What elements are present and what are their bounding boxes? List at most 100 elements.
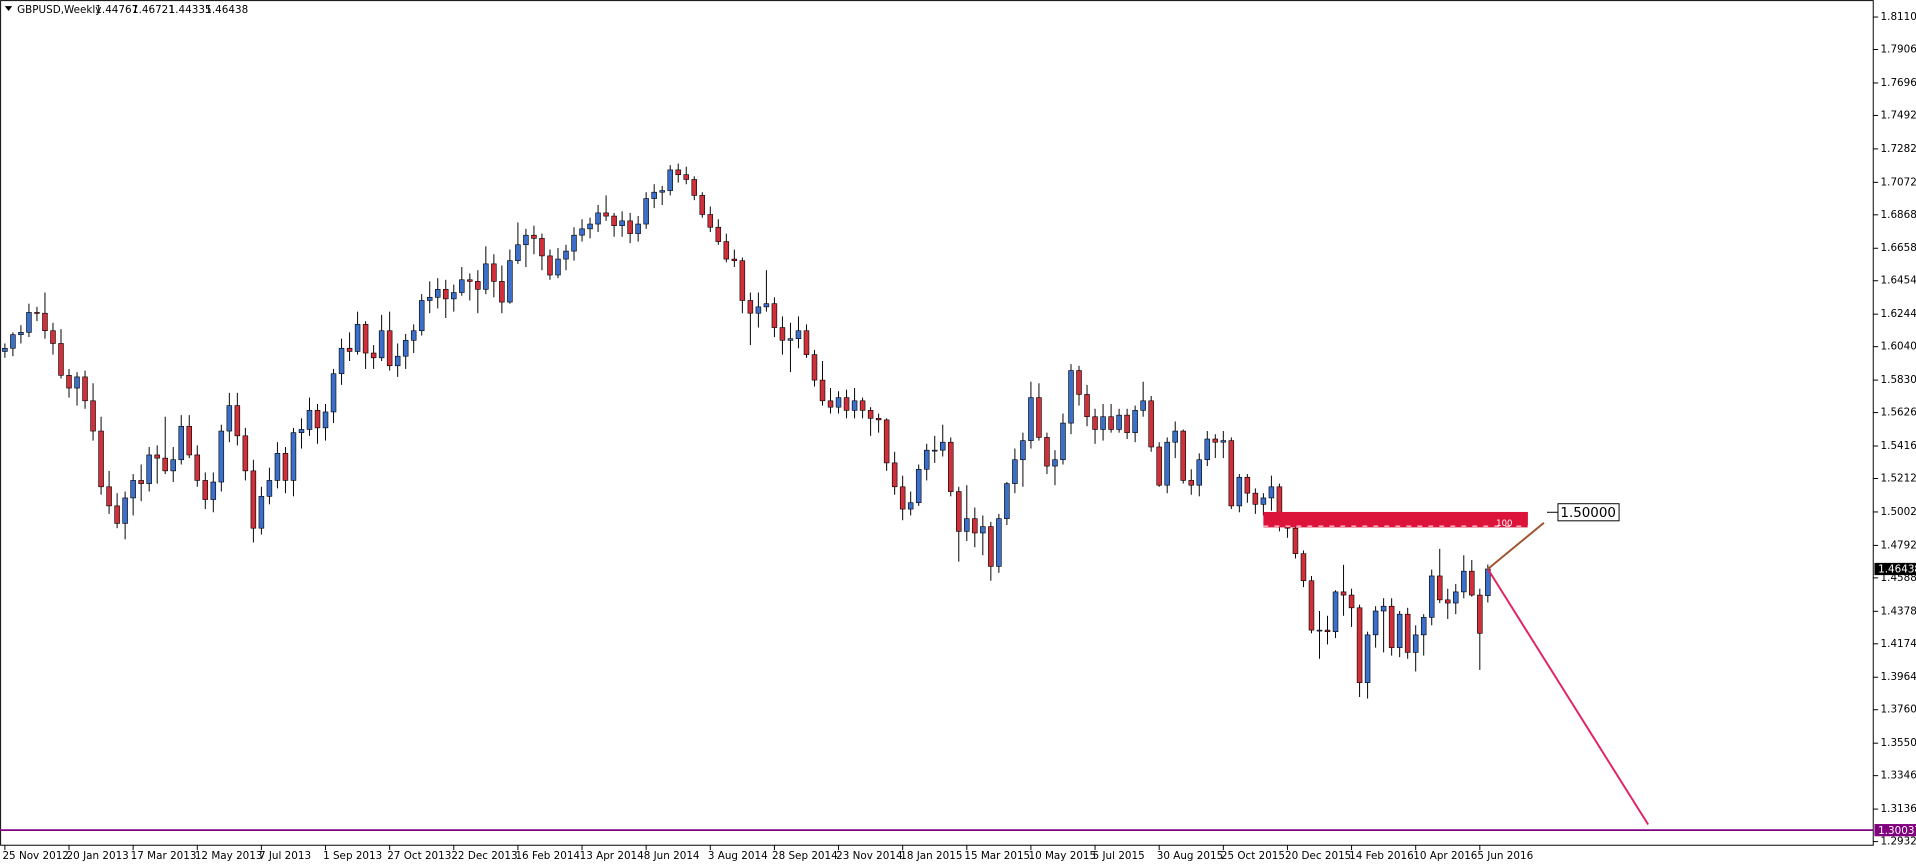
candle-body xyxy=(659,190,665,193)
candle-body xyxy=(1172,430,1178,443)
candle-body xyxy=(1004,483,1010,519)
candle-body xyxy=(122,497,128,524)
candle-body xyxy=(451,292,457,300)
candle-body xyxy=(1404,613,1411,653)
candle-body xyxy=(731,258,738,261)
y-tick-label: 1.68680 xyxy=(1881,209,1916,221)
candle-body xyxy=(434,289,441,298)
candle-body xyxy=(964,518,970,532)
trend-line xyxy=(1487,568,1649,826)
candle-body xyxy=(66,375,72,389)
candle-body xyxy=(467,279,473,282)
y-tick-label: 1.29320 xyxy=(1881,836,1916,848)
candle-body xyxy=(996,518,1002,567)
candle-body xyxy=(587,223,593,230)
candle-body xyxy=(1228,440,1235,507)
candle-body xyxy=(58,343,64,376)
candle-body xyxy=(330,373,337,413)
candle-body xyxy=(354,324,361,352)
candle-body xyxy=(42,312,48,332)
candle-body xyxy=(948,441,954,492)
candle-body xyxy=(611,215,617,226)
candle-body xyxy=(1044,437,1050,467)
header-high: 1.46721 xyxy=(132,4,175,16)
candle-body xyxy=(531,234,537,239)
candle-body xyxy=(563,250,569,260)
candle-body xyxy=(1388,605,1395,648)
candle-body xyxy=(258,496,265,529)
candle-body xyxy=(306,410,313,430)
candle-body xyxy=(691,179,698,196)
candle-body xyxy=(811,354,818,381)
candle-body xyxy=(988,526,994,567)
x-tick-label: 10 Apr 2016 xyxy=(1413,850,1477,862)
candle-body xyxy=(1108,416,1114,430)
candle-body xyxy=(547,255,553,276)
candle-body xyxy=(202,480,209,500)
candle-body xyxy=(771,303,778,328)
candle-body xyxy=(106,486,112,507)
supply-zone xyxy=(1263,511,1528,528)
candle-body xyxy=(1212,438,1219,443)
y-tick-label: 1.72820 xyxy=(1881,143,1916,155)
candle-body xyxy=(282,453,289,481)
candle-body xyxy=(859,400,866,411)
candle-body xyxy=(1244,476,1251,494)
candle-body xyxy=(483,263,489,290)
candle-body xyxy=(571,234,577,252)
candle-body xyxy=(338,347,345,375)
zone-tag-label: 1.50000 xyxy=(1560,506,1616,521)
candle-body xyxy=(1364,634,1371,683)
candle-body xyxy=(1028,397,1034,441)
candle-body xyxy=(1453,591,1459,604)
y-tick-label: 1.54160 xyxy=(1881,440,1916,452)
candle-body xyxy=(851,400,858,411)
x-tick-label: 15 Mar 2015 xyxy=(964,850,1030,862)
candle-body xyxy=(226,405,233,432)
candle-body xyxy=(314,410,321,429)
candle-body xyxy=(1116,414,1122,430)
candle-body xyxy=(603,212,609,217)
x-tick-label: 8 Jun 2014 xyxy=(644,850,700,862)
candle-body xyxy=(683,174,689,180)
candle-body xyxy=(250,470,257,529)
candle-body xyxy=(90,400,96,432)
candle-body xyxy=(787,338,794,341)
candle-body xyxy=(2,347,8,352)
x-tick-label: 10 May 2015 xyxy=(1028,850,1096,862)
level-box xyxy=(1874,824,1916,837)
y-tick-label: 1.70720 xyxy=(1881,176,1916,188)
y-tick-label: 1.50020 xyxy=(1881,506,1916,518)
candle-body xyxy=(274,453,281,481)
y-tick-label: 1.39640 xyxy=(1881,671,1916,683)
candle-body xyxy=(1308,580,1315,631)
candle-body xyxy=(346,347,353,352)
candle-body xyxy=(763,303,770,308)
candle-body xyxy=(154,454,160,459)
candle-body xyxy=(835,397,842,408)
header-open: 1.44767 xyxy=(95,4,138,16)
candle-body xyxy=(162,457,168,472)
candle-body xyxy=(74,376,80,389)
candle-body xyxy=(579,228,585,236)
candle-body xyxy=(378,330,385,359)
candle-body xyxy=(50,330,56,344)
candle-body xyxy=(26,312,32,333)
x-tick-label: 30 Aug 2015 xyxy=(1157,850,1223,862)
x-tick-label: 16 Feb 2014 xyxy=(515,850,580,862)
candle-body xyxy=(418,300,425,332)
y-tick-label: 1.76960 xyxy=(1881,77,1916,89)
candle-body xyxy=(795,330,802,340)
candle-body xyxy=(843,397,850,411)
y-tick-label: 1.35500 xyxy=(1881,737,1916,749)
candle-body xyxy=(515,244,521,261)
y-tick-label: 1.60400 xyxy=(1881,341,1916,353)
x-tick-label: 1 Sep 2013 xyxy=(323,850,382,862)
candle-body xyxy=(635,223,641,234)
level-label: 1.30037 xyxy=(1878,825,1916,837)
y-tick-label: 1.74920 xyxy=(1881,109,1916,121)
candle-body xyxy=(1020,440,1026,461)
candle-body xyxy=(1196,459,1203,486)
y-tick-label: 1.31360 xyxy=(1881,803,1916,815)
menu-arrow xyxy=(4,6,13,11)
